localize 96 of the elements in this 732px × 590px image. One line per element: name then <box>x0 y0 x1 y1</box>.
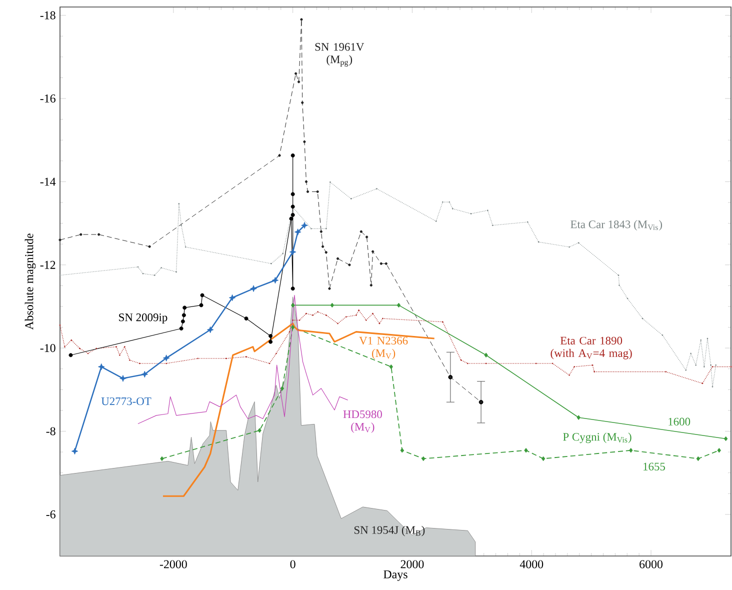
point <box>68 353 73 358</box>
y-axis-title: Absolute magnitude <box>24 234 36 330</box>
line-series <box>162 322 436 497</box>
series-label: Eta Car 1890 (with A$_{V}$=4 mag) <box>550 336 632 360</box>
point <box>160 456 164 462</box>
point <box>278 154 281 157</box>
point <box>290 324 295 330</box>
y-tick-label: -16 <box>40 94 56 103</box>
x-tick-label: 2000 <box>400 560 424 568</box>
y-tick-label: -18 <box>40 11 56 20</box>
point <box>71 448 78 455</box>
point <box>524 448 528 453</box>
y-tick-label: -14 <box>40 178 56 186</box>
point <box>120 375 126 382</box>
point <box>320 230 322 233</box>
y-tick-label: -6 <box>46 510 56 518</box>
point <box>141 370 148 378</box>
point <box>200 293 204 298</box>
series-label: HD5980 (M$_{V}$) <box>343 410 382 433</box>
y-tick-label: -12 <box>40 260 56 269</box>
point <box>206 326 214 334</box>
point <box>280 386 284 391</box>
point <box>389 364 393 370</box>
point <box>360 230 362 233</box>
x-tick-label: 4000 <box>520 560 544 568</box>
point <box>365 236 368 238</box>
point <box>228 294 236 302</box>
point <box>80 233 82 236</box>
point <box>258 428 262 433</box>
point <box>300 18 303 21</box>
series-label: SN 2009ip <box>119 314 168 324</box>
point <box>182 306 187 310</box>
point <box>301 101 304 104</box>
point <box>380 262 382 265</box>
point <box>289 248 296 256</box>
point <box>272 276 279 284</box>
point <box>294 72 298 75</box>
point <box>290 302 295 308</box>
y-tick-label: -8 <box>46 427 56 436</box>
point <box>162 354 170 362</box>
point <box>294 228 302 236</box>
x-tick-label: 0 <box>290 560 296 568</box>
point <box>336 257 340 260</box>
point <box>290 153 295 158</box>
point <box>370 284 372 287</box>
point <box>148 245 151 248</box>
point <box>290 192 295 196</box>
point <box>576 415 580 420</box>
point <box>290 286 295 291</box>
point <box>422 456 426 462</box>
point <box>180 319 185 324</box>
point <box>321 245 324 248</box>
point <box>98 363 105 370</box>
x-tick-label: 6000 <box>640 560 663 568</box>
point <box>629 448 633 453</box>
x-axis-title: Days <box>384 570 408 581</box>
series-label: U2773-OT <box>101 397 152 406</box>
point <box>717 448 721 453</box>
point <box>244 316 248 321</box>
point <box>384 262 388 265</box>
point <box>98 233 100 236</box>
series-label: V1 N2366 (M$_{V}$) <box>359 336 408 360</box>
y-tick-label: -10 <box>40 344 56 352</box>
point <box>396 302 401 308</box>
point <box>301 222 308 229</box>
point <box>541 456 546 462</box>
series-label: SN 1954J (M$_{B}$) <box>354 526 425 536</box>
point <box>297 80 300 84</box>
point <box>328 287 331 290</box>
point <box>58 238 62 242</box>
point <box>372 250 374 253</box>
series-label: SN 1961V (M$_{pg}$) <box>315 43 364 67</box>
series-label: Eta Car 1843 (M$_{Vis}$) <box>570 220 662 231</box>
point <box>724 436 728 442</box>
series-label: 1600 <box>668 418 690 426</box>
point <box>179 326 184 330</box>
x-tick-label: -2000 <box>160 560 187 568</box>
point <box>306 190 310 193</box>
point <box>324 251 328 254</box>
point <box>182 313 186 318</box>
annotation: P Cygni (M$_{Vis}$) <box>563 432 632 444</box>
point <box>268 334 273 338</box>
point <box>330 302 334 308</box>
point <box>268 340 273 344</box>
point <box>250 285 257 292</box>
point <box>303 140 306 144</box>
point <box>484 352 488 358</box>
point <box>696 456 700 462</box>
point <box>289 216 294 221</box>
series-label: 1655 <box>644 462 666 470</box>
point <box>199 303 204 308</box>
point <box>304 180 308 183</box>
point <box>400 448 404 453</box>
point <box>316 190 319 193</box>
point <box>290 212 295 217</box>
point <box>348 264 351 266</box>
